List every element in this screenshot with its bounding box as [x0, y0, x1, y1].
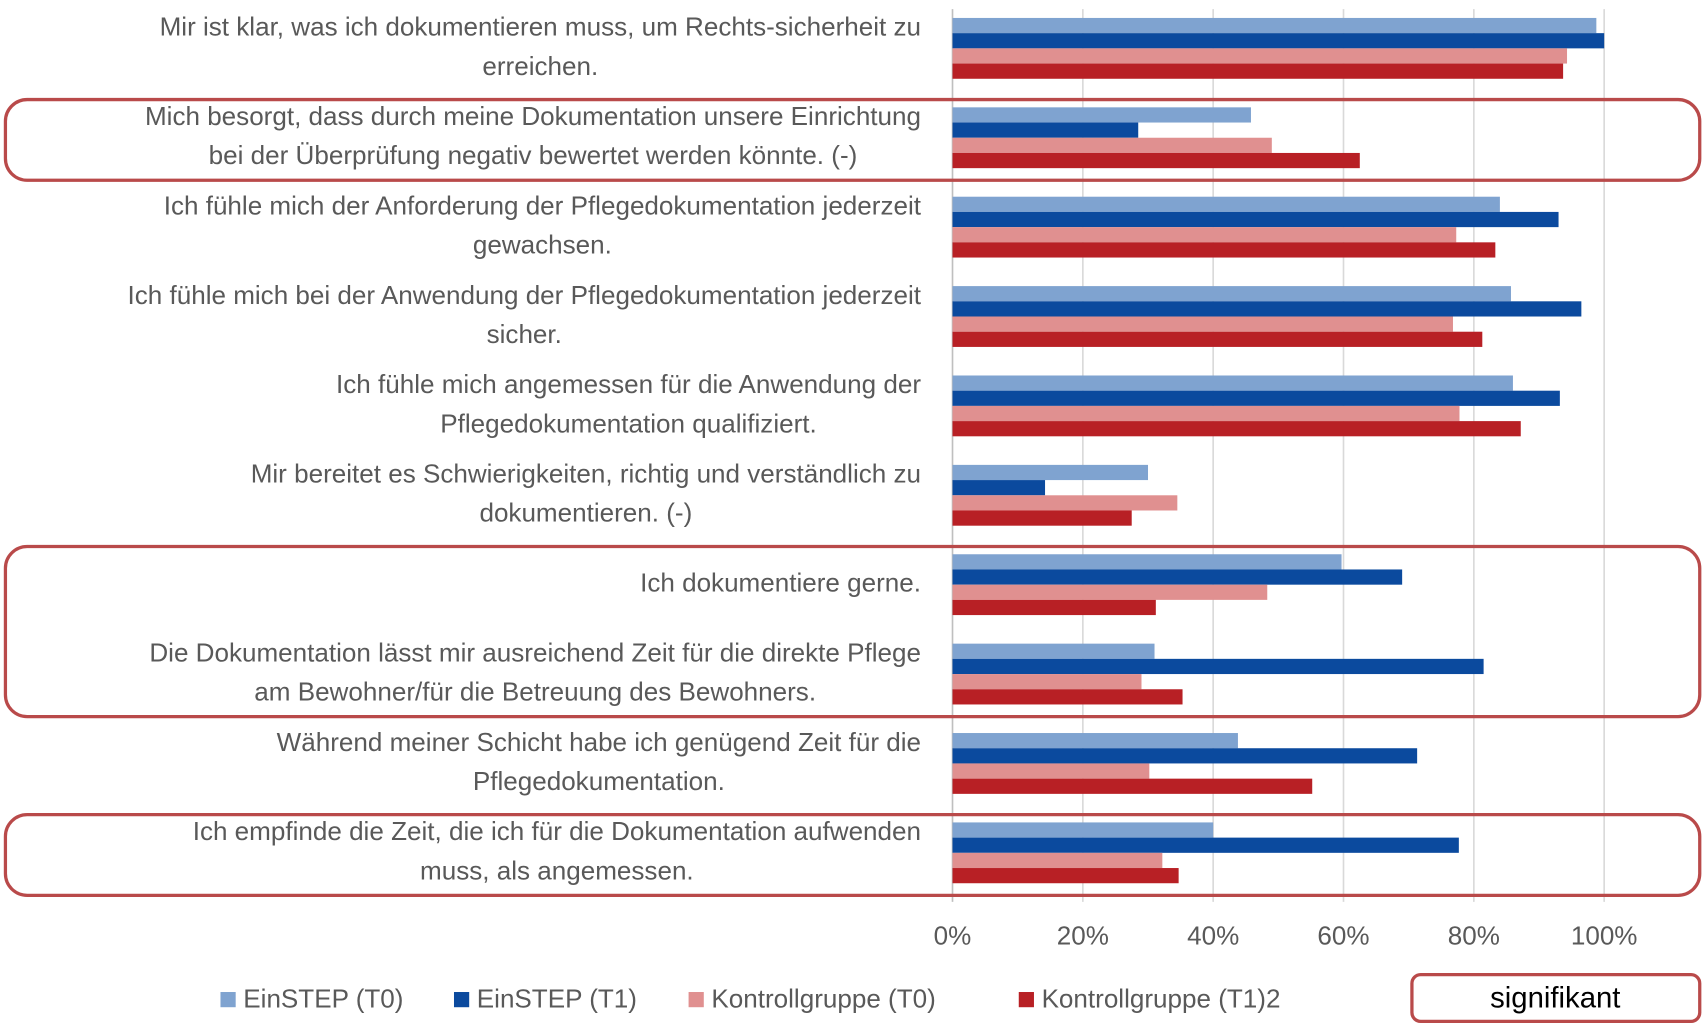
- bar: [952, 17, 1597, 34]
- category-label: erreichen.: [482, 51, 598, 81]
- bar: [952, 196, 1500, 212]
- bar: [952, 643, 1155, 659]
- bar: [952, 405, 1460, 422]
- bar: [952, 599, 1156, 616]
- category-label: am Bewohner/für die Betreuung des Bewohn…: [254, 676, 816, 706]
- significance-box: [3, 97, 1702, 182]
- category-label: muss, als angemessen.: [420, 855, 694, 885]
- bar: [952, 689, 1183, 705]
- bar: [952, 421, 1521, 437]
- bar: [952, 510, 1132, 526]
- x-tick-label: 20%: [1057, 921, 1109, 951]
- bar: [952, 674, 1142, 690]
- bar: [952, 301, 1582, 317]
- bar: [952, 763, 1150, 779]
- significance-box: [3, 544, 1702, 719]
- x-tick-label: 40%: [1187, 921, 1239, 951]
- category-label: Pflegedokumentation.: [473, 766, 725, 796]
- bar: [952, 837, 1459, 853]
- bar: [952, 480, 1046, 496]
- bar: [952, 822, 1214, 838]
- bar: [952, 122, 1139, 138]
- bar: [952, 495, 1178, 511]
- category-label: Während meiner Schicht habe ich genügend…: [277, 727, 921, 757]
- category-label: Ich dokumentiere gerne.: [640, 568, 921, 598]
- bar: [952, 748, 1418, 764]
- category-label: Mir bereitet es Schwierigkeiten, richtig…: [251, 459, 921, 489]
- bar: [952, 227, 1457, 243]
- legend-swatch: [453, 992, 470, 1008]
- x-tick-label: 0%: [934, 921, 972, 951]
- bar: [952, 584, 1268, 600]
- bar: [952, 390, 1560, 406]
- category-label: bei der Überprüfung negativ bewertet wer…: [209, 140, 858, 170]
- bar: [952, 778, 1313, 794]
- bar: [952, 554, 1342, 570]
- category-label: Ich empfinde die Zeit, die ich für die D…: [193, 816, 921, 846]
- significance-legend-box: [1410, 973, 1702, 1023]
- bar: [952, 48, 1568, 64]
- bar: [952, 852, 1163, 869]
- category-label: Ich fühle mich der Anforderung der Pfleg…: [164, 190, 922, 220]
- bar: [952, 152, 1360, 169]
- category-label: dokumentieren. (-): [479, 498, 692, 528]
- bar: [952, 316, 1453, 332]
- x-tick-label: 100%: [1571, 921, 1638, 951]
- bar: [952, 868, 1179, 884]
- bar: [952, 658, 1484, 675]
- category-label: Mich besorgt, dass durch meine Dokumenta…: [145, 101, 921, 131]
- bar: [952, 137, 1272, 153]
- significance-legend-label: signifikant: [1490, 981, 1620, 1014]
- bar: [952, 375, 1513, 391]
- significance-box: [3, 813, 1702, 897]
- bar: [952, 331, 1483, 347]
- x-tick-label: 80%: [1448, 921, 1500, 951]
- bar: [952, 242, 1496, 258]
- category-label: sicher.: [487, 319, 562, 349]
- x-tick-label: 60%: [1317, 921, 1369, 951]
- bar: [952, 286, 1511, 302]
- legend-label: EinSTEP (T1): [477, 984, 637, 1014]
- bar: [952, 63, 1564, 79]
- legend-label: Kontrollgruppe (T1)2: [1042, 984, 1281, 1014]
- legend-label: Kontrollgruppe (T0): [711, 984, 935, 1014]
- bar: [952, 211, 1559, 228]
- legend-label: EinSTEP (T0): [243, 984, 403, 1014]
- category-label: Ich fühle mich angemessen für die Anwend…: [336, 369, 921, 399]
- category-label: Die Dokumentation lässt mir ausreichend …: [149, 637, 921, 667]
- category-label: gewachsen.: [473, 230, 612, 260]
- bar: [952, 464, 1149, 481]
- legend-swatch: [1018, 992, 1034, 1008]
- category-label: Pflegedokumentation qualifiziert.: [440, 408, 816, 438]
- category-label: Mir ist klar, was ich dokumentieren muss…: [160, 12, 921, 42]
- bar: [952, 33, 1605, 49]
- bar: [952, 569, 1403, 585]
- legend-swatch: [688, 992, 704, 1008]
- category-label: Ich fühle mich bei der Anwendung der Pfl…: [128, 280, 922, 310]
- bar: [952, 733, 1238, 749]
- legend-swatch: [220, 992, 236, 1008]
- bar: [952, 107, 1251, 123]
